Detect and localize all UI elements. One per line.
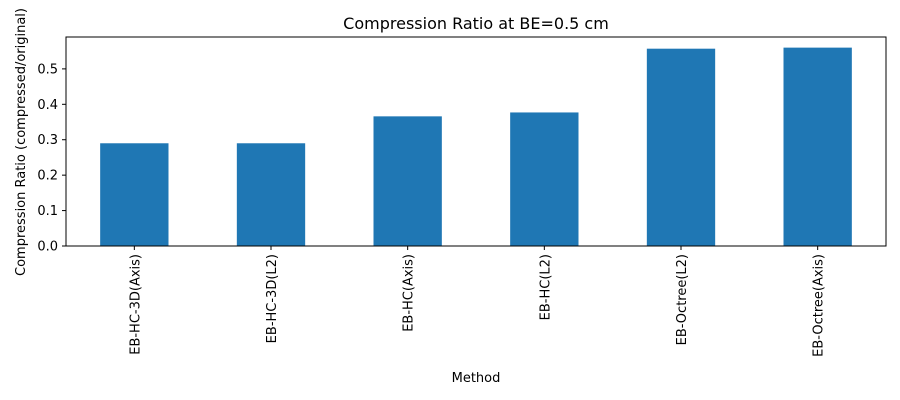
x-tick-label: EB-Octree(Axis) — [812, 254, 827, 357]
y-tick-label: 0.1 — [37, 204, 58, 219]
y-tick-label: 0.0 — [37, 240, 58, 255]
bar — [236, 143, 306, 246]
y-axis-label: Compression Ratio (compressed/original) — [14, 8, 29, 276]
plot-frame — [65, 36, 887, 247]
chart-title: Compression Ratio at BE=0.5 cm — [343, 14, 609, 33]
x-tick-label: EB-Octree(L2) — [675, 254, 690, 345]
x-tick-label: EB-HC(Axis) — [402, 254, 417, 332]
x-axis: EB-HC-3D(Axis) EB-HC-3D(L2) EB-HC(Axis) EB-… — [128, 246, 827, 357]
x-tick-label: EB-HC-3D(L2) — [265, 254, 280, 343]
y-tick-label: 0.5 — [37, 62, 58, 77]
bar — [646, 48, 716, 246]
x-axis-label: Method — [452, 371, 501, 386]
bar — [100, 143, 169, 246]
y-tick-label: 0.3 — [37, 133, 58, 148]
y-tick-label: 0.2 — [37, 169, 58, 184]
y-axis: 0.0 0.1 0.2 0.3 0.4 0.5 — [37, 62, 66, 255]
bars-group — [100, 47, 852, 246]
bar — [783, 47, 852, 246]
x-tick-label: EB-HC-3D(Axis) — [128, 254, 143, 355]
bar — [373, 116, 442, 246]
bar — [510, 112, 579, 246]
y-tick-label: 0.4 — [37, 98, 58, 113]
x-tick-label: EB-HC(L2) — [538, 254, 553, 320]
